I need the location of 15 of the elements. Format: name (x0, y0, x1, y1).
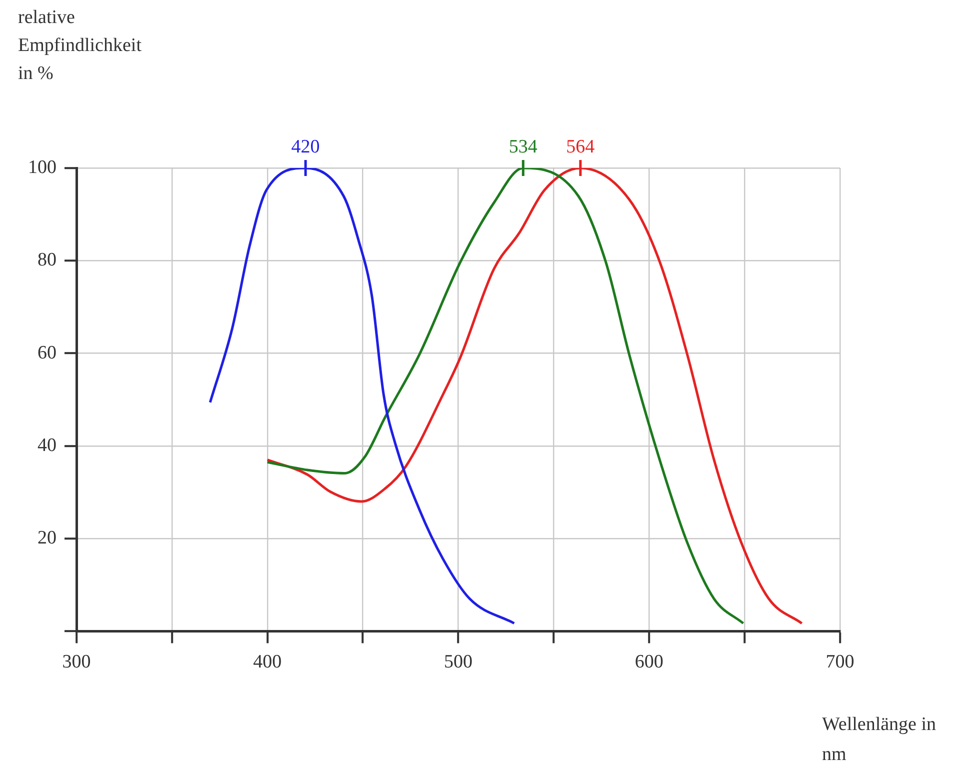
y-tick-label: 20 (38, 528, 56, 549)
y-tick-label: 80 (38, 250, 56, 271)
annotation: 564 (566, 136, 596, 158)
annotation: 534 (508, 136, 538, 158)
x-tick-label: 700 (826, 652, 854, 673)
y-tick-label: 100 (28, 156, 56, 178)
y-axis-title: relative Empfindlichkeit in % (18, 6, 142, 86)
x-tick-label: 500 (444, 652, 472, 673)
x-tick-label: 400 (253, 652, 282, 673)
annotation: 420 (291, 136, 320, 158)
y-tick-label: 60 (38, 342, 56, 364)
x-axis-title: Wellenlänge in nm (822, 713, 937, 767)
x-tick-label: 600 (634, 652, 664, 673)
x-tick-label: 300 (62, 652, 91, 673)
y-tick-label: 40 (38, 434, 56, 456)
